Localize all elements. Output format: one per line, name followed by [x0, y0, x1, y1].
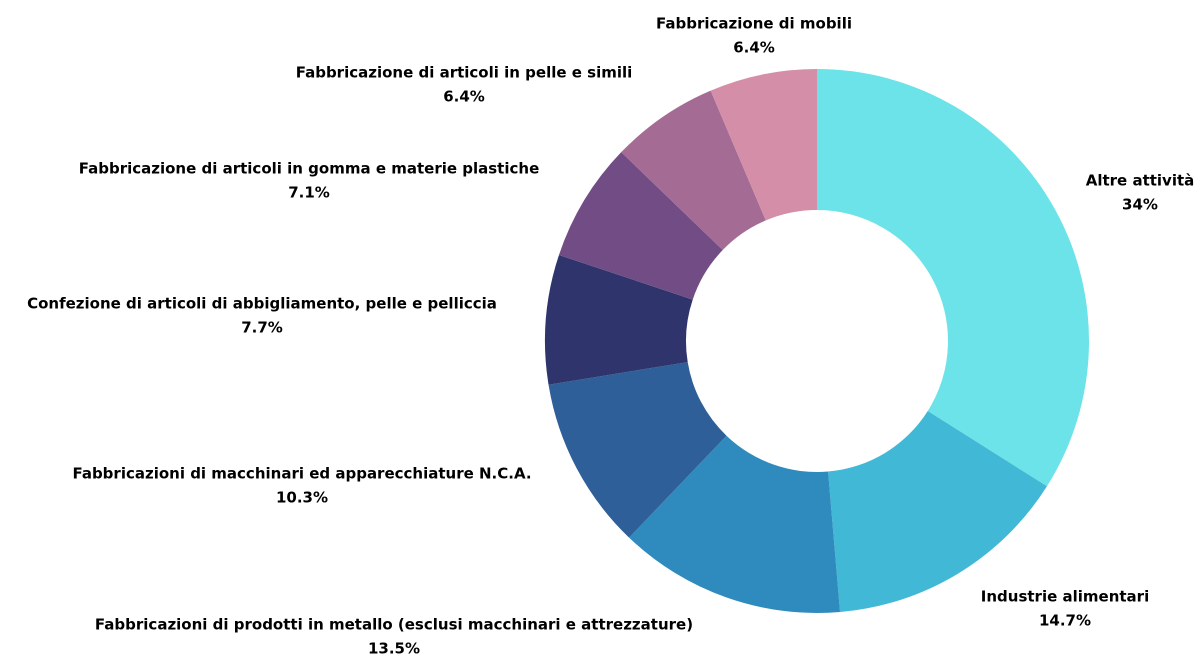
donut-slice [817, 69, 1089, 487]
donut-slice [548, 362, 727, 538]
value-label: 7.1% [288, 184, 330, 202]
slice-label: Fabbricazione di mobili [656, 15, 852, 33]
value-label: 14.7% [1039, 612, 1091, 630]
donut-slice [828, 410, 1047, 613]
value-label: 7.7% [241, 319, 283, 337]
slice-label: Altre attività [1086, 172, 1195, 190]
donut-slice [544, 255, 693, 385]
value-label: 13.5% [368, 640, 420, 656]
slice-label: Fabbricazioni di prodotti in metallo (es… [95, 616, 693, 634]
slice-label: Fabbricazione di articoli in gomma e mat… [79, 160, 540, 178]
slice-label: Fabbricazione di articoli in pelle e sim… [296, 64, 633, 82]
value-label: 10.3% [276, 489, 328, 507]
slice-label: Industrie alimentari [981, 588, 1149, 606]
slice-label: Fabbricazioni di macchinari ed apparecch… [72, 465, 531, 483]
slice-label: Confezione di articoli di abbigliamento,… [27, 295, 497, 313]
donut-slice [558, 152, 723, 300]
value-label: 6.4% [733, 39, 775, 57]
donut-slice [710, 69, 817, 221]
value-label: 6.4% [443, 88, 485, 106]
value-label: 34% [1122, 196, 1158, 214]
donut-slice [621, 90, 766, 251]
donut-slice [629, 435, 841, 613]
